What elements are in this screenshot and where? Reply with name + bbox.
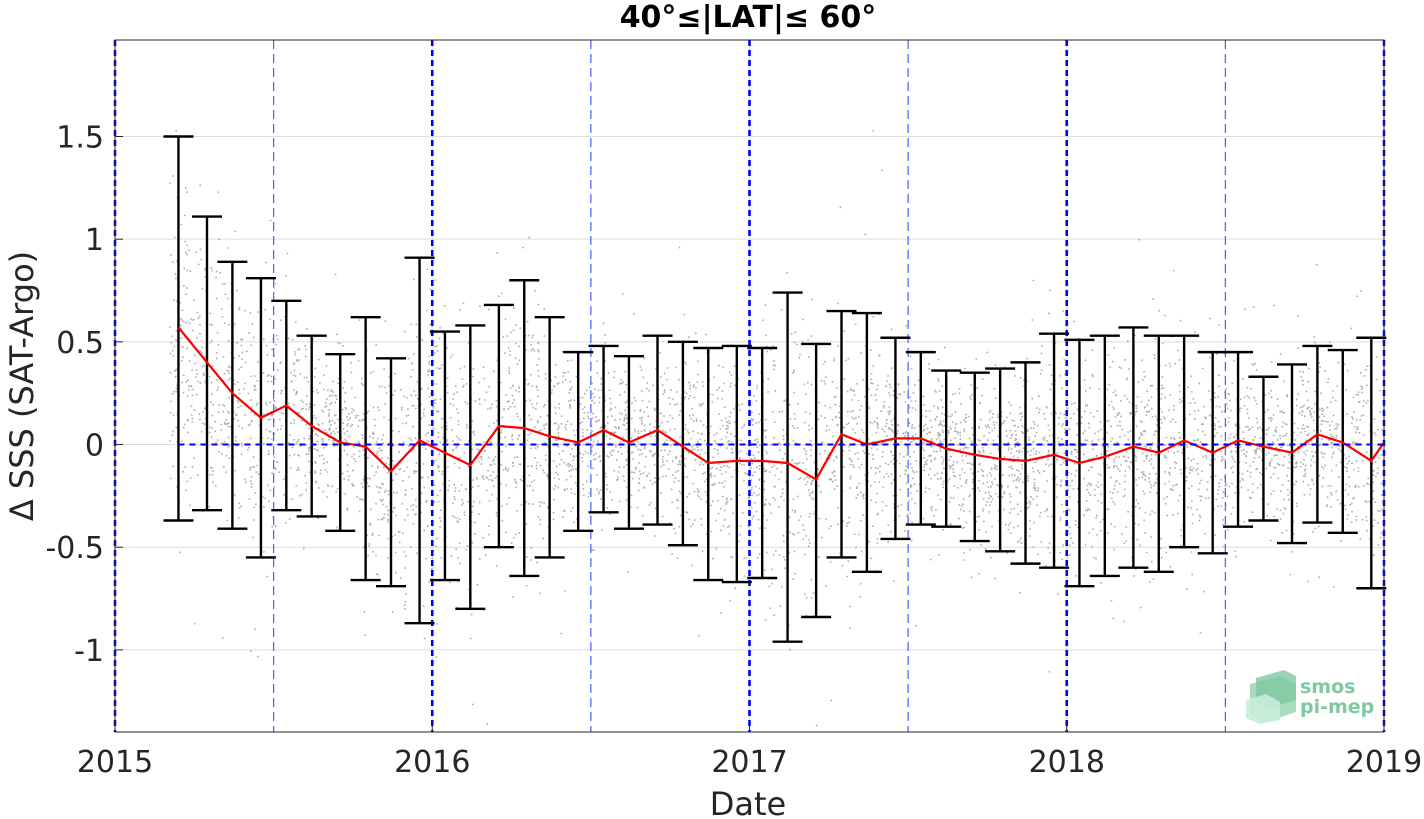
error-bar — [217, 260, 248, 530]
x-tick-label: 2016 — [394, 745, 470, 780]
error-bar — [1010, 361, 1041, 565]
y-axis-ticks: -1 -0.5 0 0.5 1 1.5 — [45, 121, 123, 669]
error-bar — [667, 340, 698, 547]
error-bar — [851, 311, 882, 574]
error-bar — [721, 344, 752, 584]
x-tick-label: 2015 — [77, 745, 153, 780]
x-axis-label: Date — [710, 785, 786, 819]
y-tick-label: 1 — [85, 223, 104, 258]
y-axis-label: Δ SSS (SAT-Argo) — [3, 251, 41, 521]
logo-mark — [1246, 670, 1296, 724]
logo-text-smos: smos — [1300, 676, 1355, 698]
chart-title: 40°≤|LAT|≤ 60° — [620, 0, 877, 35]
error-bar — [429, 330, 460, 582]
error-bar — [772, 291, 803, 643]
y-tick-label: -1 — [74, 634, 104, 669]
smos-pi-mep-logo: smos pi-mep — [1246, 670, 1374, 724]
error-bar — [959, 371, 990, 543]
error-bar — [1248, 375, 1279, 522]
error-bar — [1039, 332, 1070, 569]
error-bar — [747, 346, 778, 580]
y-tick-label: 0.5 — [56, 326, 104, 361]
x-tick-label: 2017 — [711, 745, 787, 780]
logo-text-pimep: pi-mep — [1300, 696, 1374, 718]
x-tick-label: 2018 — [1029, 745, 1105, 780]
x-tick-label: 2019 — [1346, 745, 1422, 780]
x-axis-ticks: 2015 2016 2017 2018 2019 — [77, 724, 1422, 780]
error-bar — [455, 324, 486, 610]
y-tick-label: -0.5 — [45, 531, 104, 566]
error-bar — [350, 316, 381, 582]
y-tick-label: 1.5 — [56, 121, 104, 156]
error-bar — [1356, 336, 1387, 590]
y-tick-label: 0 — [85, 429, 104, 464]
